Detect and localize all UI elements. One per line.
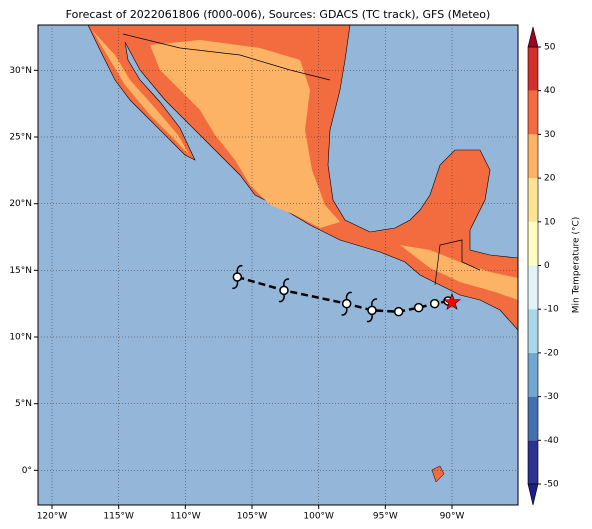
colorbar-extend-under (527, 483, 539, 506)
colorbar-segment (528, 47, 538, 91)
track-marker (429, 298, 440, 309)
colorbar-segment (528, 221, 538, 266)
track-marker (413, 302, 424, 313)
track-point (366, 298, 378, 323)
colorbar-tick-label: -50 (544, 480, 559, 490)
y-tick-label: 0° (22, 466, 32, 476)
track-point (231, 265, 243, 289)
track-point (429, 298, 440, 309)
x-tick-label: 100°W (303, 512, 334, 522)
y-tick-label: 30°N (9, 66, 32, 76)
x-tick-label: 110°W (170, 512, 201, 522)
colorbar-segment (528, 309, 538, 353)
colorbar-segment (528, 178, 538, 222)
colorbar-segment (528, 134, 538, 179)
colorbar-label: Min Temperature (°C) (572, 217, 582, 314)
galapagos (431, 465, 445, 483)
colorbar-tick-label: 20 (544, 174, 556, 184)
track-point (278, 278, 290, 303)
colorbar-segment (528, 440, 538, 484)
colorbar-tick-label: 40 (544, 86, 556, 96)
track-marker (232, 272, 243, 282)
colorbar-tick-label: -30 (544, 392, 559, 402)
colorbar-segment (528, 396, 538, 441)
central-america-interior (400, 245, 518, 300)
y-tick-label: 15°N (9, 266, 32, 276)
current-position (443, 292, 461, 310)
y-tick-label: 5°N (15, 399, 32, 409)
x-tick-label: 95°W (373, 512, 398, 522)
colorbar-segment (528, 352, 538, 397)
baja-interior (92, 30, 190, 156)
colorbar-tick-label: 50 (544, 43, 556, 53)
y-tick-label: 25°N (9, 133, 32, 143)
hurricane-symbol (366, 298, 378, 323)
y-tick-label: 20°N (9, 199, 32, 209)
x-tick-label: 120°W (37, 512, 68, 522)
track-marker (367, 305, 377, 316)
track-point (413, 302, 424, 313)
track-marker (393, 306, 404, 317)
track-point (341, 291, 353, 316)
colorbar-tick-label: -10 (544, 305, 559, 315)
hurricane-symbol (278, 278, 290, 303)
land (87, 25, 518, 483)
colorbar-tick-label: 30 (544, 130, 556, 140)
colorbar-tick-label: 0 (544, 261, 550, 271)
colorbar-extend-over (527, 26, 539, 48)
map-frame (37, 24, 519, 506)
plateau (150, 40, 340, 228)
colorbar-tick-label: -20 (544, 348, 559, 358)
x-tick-label: 90°W (440, 512, 465, 522)
hurricane-symbol (341, 291, 353, 316)
track-marker (341, 298, 352, 309)
colorbar-segment (528, 90, 538, 135)
colorbar-tick-label: 10 (544, 217, 556, 227)
border (122, 33, 331, 81)
x-tick-label: 105°W (237, 512, 268, 522)
hurricane-symbol (231, 265, 243, 289)
colorbar-segment (528, 265, 538, 310)
track-point (393, 306, 404, 317)
track-marker (279, 285, 289, 296)
title: Forecast of 2022061806 (f000-006), Sourc… (66, 8, 491, 21)
border (434, 239, 481, 286)
x-tick-label: 115°W (103, 512, 134, 522)
colorbar-tick-label: -40 (544, 436, 559, 446)
y-tick-label: 10°N (9, 333, 32, 343)
